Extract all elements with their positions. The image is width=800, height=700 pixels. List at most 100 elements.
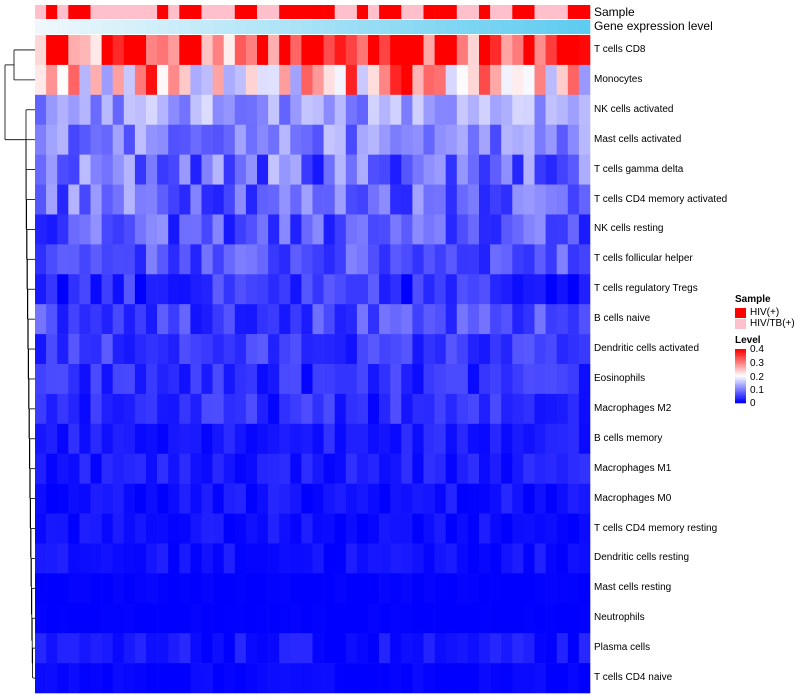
heatmap-cell xyxy=(412,633,424,664)
legend-swatch-hiv xyxy=(735,308,746,318)
heatmap-cell xyxy=(479,214,491,245)
heatmap-cell xyxy=(523,483,535,514)
heatmap-cell xyxy=(334,543,347,574)
sample-annotation-cell xyxy=(168,5,180,19)
heatmap-cell xyxy=(157,274,169,305)
heatmap-cell xyxy=(368,304,380,335)
expression-annotation-cell xyxy=(201,20,213,34)
heatmap-cell xyxy=(223,663,236,694)
heatmap-cell xyxy=(345,274,358,305)
sample-annotation-cell xyxy=(290,5,302,19)
heatmap-cell xyxy=(123,453,136,484)
heatmap-cell xyxy=(190,364,202,395)
sample-annotation-cell xyxy=(223,5,236,19)
heatmap-cell xyxy=(534,543,546,574)
heatmap-cell xyxy=(46,64,58,96)
heatmap-cell xyxy=(134,393,147,425)
heatmap-cell xyxy=(512,663,524,694)
heatmap-cell xyxy=(423,304,435,335)
heatmap-cell xyxy=(467,364,480,395)
heatmap-cell xyxy=(257,35,269,66)
heatmap-cell xyxy=(401,94,413,126)
heatmap-cell xyxy=(512,35,524,66)
heatmap-cell xyxy=(490,543,502,574)
heatmap-cell xyxy=(168,513,180,544)
heatmap-cell xyxy=(412,453,424,484)
heatmap-cell xyxy=(556,35,569,66)
sample-annotation-cell xyxy=(134,5,147,19)
heatmap-cell xyxy=(157,573,169,604)
heatmap-cell xyxy=(445,244,458,275)
heatmap-cell xyxy=(68,35,80,66)
expression-annotation-cell xyxy=(556,20,569,34)
sample-annotation-cell xyxy=(112,5,125,19)
heatmap-cell xyxy=(168,64,180,96)
heatmap-cell xyxy=(490,214,502,245)
heatmap-cell xyxy=(312,274,324,305)
heatmap-cell xyxy=(168,633,180,664)
heatmap-cell xyxy=(212,603,224,634)
heatmap-cell xyxy=(290,334,302,365)
sample-annotation-cell xyxy=(212,5,224,19)
heatmap-cell xyxy=(523,543,535,574)
heatmap-cell xyxy=(301,364,313,395)
heatmap-cell xyxy=(57,35,69,66)
heatmap-cell xyxy=(334,124,347,155)
heatmap-cell xyxy=(456,393,469,425)
heatmap-cell xyxy=(379,513,391,544)
heatmap-cell xyxy=(223,154,236,185)
heatmap-cell xyxy=(423,393,435,425)
heatmap-cell xyxy=(334,154,347,185)
heatmap-cell xyxy=(57,94,69,126)
heatmap-cell xyxy=(90,423,102,455)
heatmap-cell xyxy=(479,94,491,126)
heatmap-cell xyxy=(434,184,446,215)
expression-annotation-cell xyxy=(46,20,58,34)
expression-annotation-cell xyxy=(434,20,446,34)
heatmap-cell xyxy=(101,274,113,305)
heatmap-cell xyxy=(356,244,369,275)
heatmap-cell xyxy=(467,124,480,155)
heatmap-cell xyxy=(523,334,535,365)
heatmap-cell xyxy=(490,124,502,155)
heatmap-cell xyxy=(445,423,458,455)
level-tick-label: 0.2 xyxy=(750,372,764,383)
heatmap-cell xyxy=(79,154,91,185)
heatmap-cell xyxy=(323,543,335,574)
heatmap-cell xyxy=(134,483,147,514)
heatmap-cell xyxy=(90,274,102,305)
heatmap-cell xyxy=(567,64,580,96)
heatmap-cell xyxy=(190,513,202,544)
row-label: Neutrophils xyxy=(594,612,645,624)
heatmap-cell xyxy=(312,184,324,215)
heatmap-cell xyxy=(545,124,557,155)
heatmap-cell xyxy=(245,543,258,574)
sample-annotation-cell xyxy=(123,5,136,19)
heatmap-cell xyxy=(501,423,513,455)
heatmap-cell xyxy=(490,184,502,215)
heatmap-cell xyxy=(57,573,69,604)
heatmap-cell xyxy=(245,513,258,544)
heatmap-cell xyxy=(79,64,91,96)
heatmap-cell xyxy=(123,573,136,604)
heatmap-cell xyxy=(512,633,524,664)
heatmap-cell xyxy=(434,304,446,335)
heatmap-cell xyxy=(257,64,269,96)
heatmap-cell xyxy=(46,364,58,395)
heatmap-cell xyxy=(257,543,269,574)
heatmap-cell xyxy=(201,154,213,185)
heatmap-cell xyxy=(157,184,169,215)
heatmap-cell xyxy=(567,543,580,574)
heatmap-cell xyxy=(567,274,580,305)
level-gradient-step xyxy=(735,350,746,352)
heatmap-cell xyxy=(545,154,557,185)
row-label: T cells CD4 memory activated xyxy=(594,193,728,205)
heatmap-cell xyxy=(556,663,569,694)
heatmap-cell xyxy=(323,364,335,395)
heatmap-cell xyxy=(168,483,180,514)
heatmap-cell xyxy=(90,184,102,215)
heatmap-cell xyxy=(556,154,569,185)
heatmap-cell xyxy=(268,393,280,425)
row-label: Macrophages M2 xyxy=(594,402,672,414)
